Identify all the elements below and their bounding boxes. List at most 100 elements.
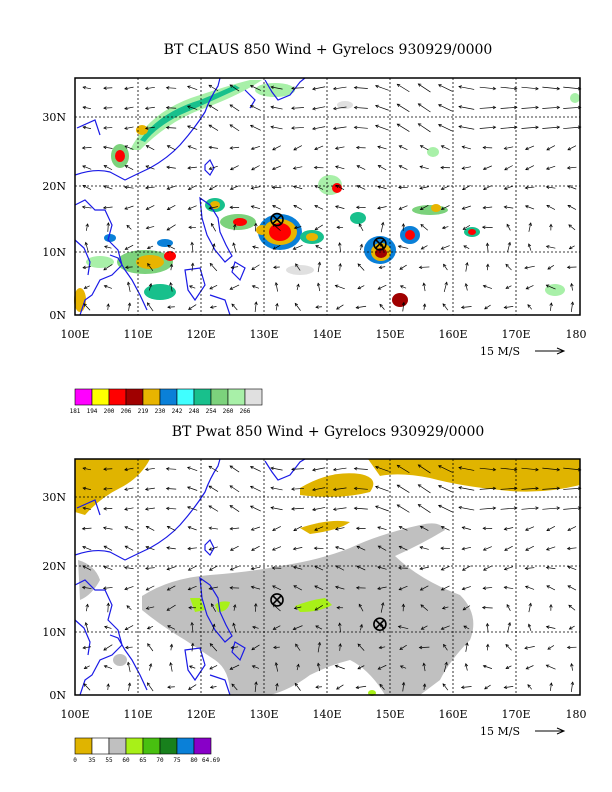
wind-vector [314, 565, 324, 571]
wind-vector [229, 664, 240, 670]
wind-vector-head [377, 165, 382, 169]
wind-vector-head [82, 125, 87, 130]
wind-vector [188, 565, 197, 571]
wind-vector-head [208, 547, 213, 551]
wind-vector-head [570, 301, 575, 305]
wind-vector [167, 145, 176, 151]
wind-vector-head [187, 206, 192, 210]
wind-vector [441, 526, 450, 531]
wind-vector-head [147, 643, 151, 647]
wind-vector [82, 646, 92, 649]
wind-vector-head [293, 204, 297, 209]
wind-vector-head [525, 166, 529, 171]
wind-vector-head [127, 302, 132, 307]
wind-vector-head [357, 643, 362, 648]
panel2-lon-labels: 100E 110E 120E 130E 140E 150E 160E 170E … [60, 708, 586, 721]
wind-vector [335, 665, 345, 670]
colorbar-label: 200 [104, 408, 115, 415]
wind-vector [230, 165, 239, 170]
wind-vector-head [353, 486, 358, 491]
wind-vector [293, 166, 303, 169]
wind-vector-head [535, 467, 539, 472]
wind-vector-head [503, 567, 508, 571]
wind-vector [209, 565, 218, 571]
wind-vector-head [535, 506, 539, 510]
colorbar-swatch [193, 388, 212, 406]
wind-vector [187, 85, 198, 91]
wind-vector [85, 223, 89, 231]
wind-vector-head [440, 206, 445, 210]
wind-vector [441, 205, 450, 210]
wind-vector [270, 507, 283, 511]
wind-vector-head [417, 464, 422, 468]
wind-vector [458, 487, 475, 491]
wind-vector-head [314, 527, 318, 531]
wind-vector-head [377, 145, 381, 149]
wind-vector [293, 625, 303, 630]
wind-vector [335, 586, 345, 590]
wind-vector [546, 567, 556, 570]
wind-vector [291, 87, 304, 89]
wind-vector [462, 185, 471, 190]
colorbar-swatch [74, 737, 93, 755]
wind-vector-head [570, 282, 574, 287]
wind-vector [546, 626, 556, 629]
wind-vector [233, 604, 236, 611]
wind-vector [483, 587, 493, 589]
wind-vector [251, 566, 261, 570]
wind-vector-head [124, 626, 129, 631]
wind-vector [483, 165, 492, 170]
wind-vector-head [252, 625, 256, 630]
wind-vector [104, 626, 112, 629]
wind-vector [125, 244, 134, 250]
wind-vector-head [208, 465, 213, 470]
wind-vector-head [438, 124, 442, 128]
wind-vector [229, 485, 240, 493]
wind-vector [103, 264, 113, 271]
wind-vector-head [126, 224, 130, 229]
wind-vector [314, 145, 324, 150]
wind-vector [377, 586, 387, 590]
wind-vector [568, 224, 576, 231]
wind-vector [465, 642, 468, 652]
wind-vector [357, 643, 365, 651]
wind-vector [187, 466, 198, 472]
wind-vector-head [187, 526, 192, 530]
wind-vector [525, 526, 535, 531]
panel1-coastlines [74, 77, 306, 316]
wind-vector-head [188, 225, 192, 230]
wind-vector [567, 166, 577, 169]
wind-vector [402, 302, 405, 312]
wind-vector-head [208, 206, 213, 210]
panel1-lon-110e: 110E [123, 328, 152, 341]
wind-vector [272, 165, 282, 170]
wind-vector [107, 683, 109, 691]
wind-vector [438, 465, 453, 473]
wind-vector-head [106, 683, 110, 687]
wind-vector-head [545, 245, 550, 249]
wind-vector [356, 546, 366, 551]
wind-vector-head [190, 241, 194, 246]
wind-vector-head [399, 646, 403, 650]
wind-vector-head [482, 166, 487, 171]
wind-vector-head [272, 585, 276, 589]
wind-vector [399, 644, 407, 650]
wind-vector-head [145, 545, 150, 550]
wind-vector [210, 603, 217, 612]
wind-vector [233, 623, 237, 632]
wind-vector-head [124, 586, 128, 591]
wind-vector [547, 645, 555, 650]
wind-vector-head [482, 586, 487, 590]
wind-vector [419, 166, 429, 170]
wind-vector [85, 242, 89, 253]
colorbar-label: 248 [189, 408, 200, 415]
wind-vector [103, 146, 113, 149]
colorbar-swatch [159, 388, 178, 406]
wind-vector-head [440, 626, 445, 630]
wind-vector-head [513, 506, 518, 510]
wind-vector [339, 242, 341, 252]
wind-vector [399, 145, 408, 150]
colorbar-swatch [125, 388, 144, 406]
wind-vector-head [230, 265, 235, 270]
wind-vector [438, 104, 453, 112]
